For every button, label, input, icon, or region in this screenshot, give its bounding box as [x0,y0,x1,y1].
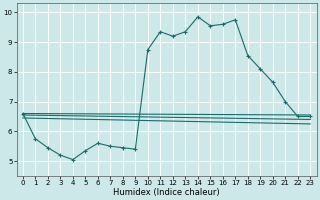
X-axis label: Humidex (Indice chaleur): Humidex (Indice chaleur) [113,188,220,197]
